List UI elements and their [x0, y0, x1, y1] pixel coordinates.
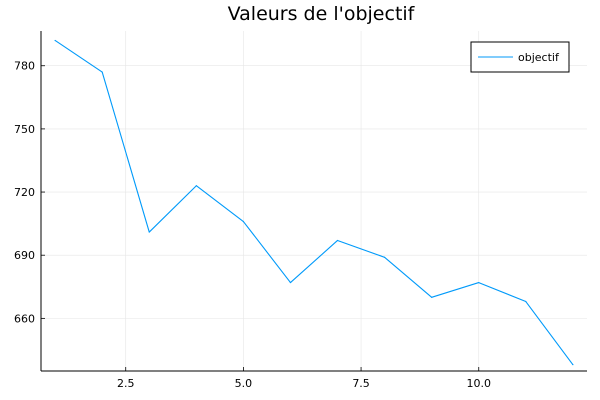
- x-tick-label: 2.5: [117, 377, 135, 390]
- data-point: [525, 300, 527, 303]
- data-point: [431, 296, 433, 298]
- data-point: [242, 220, 244, 223]
- data-point: [384, 256, 386, 258]
- series-line-objectif: [54, 40, 574, 366]
- grid: [41, 31, 587, 371]
- data-point: [478, 281, 480, 284]
- data-point: [289, 281, 292, 284]
- y-tick-label: 690: [14, 249, 35, 262]
- series-layer: [54, 39, 574, 366]
- y-tick-label: 750: [14, 123, 35, 136]
- tick-labels: 2.5 5.0 7.5 10.0 660 690 720 750 780: [14, 60, 491, 390]
- data-point: [101, 71, 103, 73]
- data-point: [195, 185, 197, 187]
- axes: [40, 31, 587, 372]
- y-tick-label: 660: [14, 312, 35, 325]
- legend-label-objectif: objectif: [518, 51, 560, 64]
- y-tick-label: 780: [14, 60, 35, 73]
- data-point: [148, 231, 150, 233]
- x-tick-label: 10.0: [466, 377, 491, 390]
- data-point: [336, 239, 339, 242]
- x-tick-label: 7.5: [352, 377, 370, 390]
- data-point: [54, 39, 56, 42]
- chart-title: Valeurs de l'objectif: [228, 3, 416, 25]
- y-tick-label: 720: [14, 186, 35, 199]
- x-tick-label: 5.0: [235, 377, 253, 390]
- legend: objectif: [470, 41, 570, 73]
- data-point: [572, 364, 574, 366]
